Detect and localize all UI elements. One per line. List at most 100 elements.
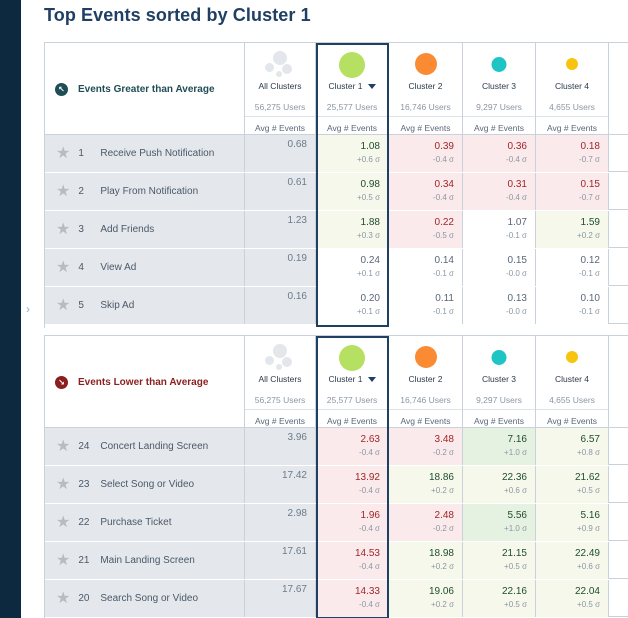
column-header-cluster-4[interactable]: Cluster 4 4,655 Users Avg # Events	[536, 336, 609, 428]
cell-value: 22.36	[501, 472, 527, 483]
event-label: ★ 21 Main Landing Screen	[45, 542, 245, 579]
table-row[interactable]: ★ 1 Receive Push Notification 0.68 1.08 +0.6 …	[45, 135, 628, 172]
column-metric: Avg # Events	[255, 123, 305, 133]
cluster-2-cell: 0.14 -0.1 σ	[389, 249, 463, 286]
all-clusters-cell: 17.42	[245, 466, 316, 503]
cell-sigma: +1.0 σ	[504, 448, 527, 457]
column-header-cluster-2[interactable]: Cluster 2 16,746 Users Avg # Events	[389, 43, 463, 135]
cell-sigma: -0.2 σ	[433, 448, 454, 457]
table-row[interactable]: ★ 5 Skip Ad 0.16 0.20 +0.1 σ 0.11 -0.1 σ 0.13 -0.…	[45, 287, 628, 324]
cell-sigma: -0.4 σ	[359, 600, 380, 609]
cell-sigma: +0.5 σ	[577, 600, 600, 609]
cluster-2-cell: 18.98 +0.2 σ	[389, 542, 463, 579]
column-header-cluster-4[interactable]: Cluster 4 4,655 Users Avg # Events	[536, 43, 609, 135]
cell-value: 2.63	[360, 434, 380, 445]
chevron-right-icon[interactable]: ›	[26, 302, 30, 316]
column-users: 4,655 Users	[536, 102, 608, 117]
column-users: 56,275 Users	[245, 102, 315, 117]
event-rank: 2	[78, 186, 84, 197]
table-row[interactable]: ★ 22 Purchase Ticket 2.98 1.96 -0.4 σ 2.48 -0.2…	[45, 504, 628, 541]
all-clusters-cell: 17.61	[245, 542, 316, 579]
column-header-cluster-3[interactable]: Cluster 3 9,297 Users Avg # Events	[463, 43, 536, 135]
event-label: ★ 2 Play From Notification	[45, 173, 245, 210]
cluster-1-cell: 13.92 -0.4 σ	[316, 466, 389, 503]
all-clusters-cell: 17.67	[245, 580, 316, 617]
table-row[interactable]: ★ 23 Select Song or Video 17.42 13.92 -0.4 σ 1…	[45, 466, 628, 503]
cell-sigma: -0.1 σ	[579, 269, 600, 278]
table-row[interactable]: ★ 2 Play From Notification 0.61 0.98 +0.5 σ 0.…	[45, 173, 628, 210]
cluster-4-cell: 0.10 -0.1 σ	[536, 287, 609, 324]
column-header-all-clusters[interactable]: All Clusters 56,275 Users Avg # Events	[245, 336, 316, 428]
cell-value: 22.04	[574, 586, 600, 597]
column-header-cluster-3[interactable]: Cluster 3 9,297 Users Avg # Events	[463, 336, 536, 428]
column-header-all-clusters[interactable]: All Clusters 56,275 Users Avg # Events	[245, 43, 316, 135]
section-label-text: Events Lower than Average	[78, 376, 209, 388]
cell-sigma: -0.1 σ	[433, 269, 454, 278]
cluster-1-cell: 0.20 +0.1 σ	[316, 287, 389, 324]
event-name: Search Song or Video	[100, 593, 199, 604]
cell-value: 0.16	[287, 291, 307, 302]
cluster-1-cell: 1.88 +0.3 σ	[316, 211, 389, 248]
event-name: Purchase Ticket	[100, 517, 172, 528]
table-row[interactable]: ★ 4 View Ad 0.19 0.24 +0.1 σ 0.14 -0.1 σ 0.15 -0.…	[45, 249, 628, 286]
all-clusters-cell: 3.96	[245, 428, 316, 465]
star-icon[interactable]: ★	[56, 258, 71, 276]
cell-value: 0.24	[360, 255, 380, 266]
column-metric: Avg # Events	[474, 123, 524, 133]
cell-value: 18.86	[428, 472, 454, 483]
table-row[interactable]: ★ 21 Main Landing Screen 17.61 14.53 -0.4 σ 18…	[45, 542, 628, 579]
cluster-3-cell: 0.13 -0.0 σ	[463, 287, 536, 324]
event-label: ★ 23 Select Song or Video	[45, 466, 245, 503]
left-rail	[0, 0, 21, 618]
column-metric: Avg # Events	[400, 416, 451, 426]
star-icon[interactable]: ★	[56, 475, 71, 493]
star-icon[interactable]: ★	[56, 551, 71, 569]
cell-value: 1.08	[360, 141, 380, 152]
column-name: Cluster 3	[481, 81, 516, 91]
event-label: ★ 3 Add Friends	[45, 211, 245, 248]
sort-caret-icon[interactable]	[367, 377, 376, 383]
table-row[interactable]: ★ 3 Add Friends 1.23 1.88 +0.3 σ 0.22 -0.5 σ 1.0…	[45, 211, 628, 248]
column-header-cluster-1[interactable]: Cluster 1 25,577 Users Avg # Events	[316, 336, 389, 428]
event-name: Select Song or Video	[100, 479, 195, 490]
star-icon[interactable]: ★	[56, 589, 71, 607]
cluster-2-dot-icon	[414, 53, 437, 75]
column-name: Cluster 4	[554, 81, 589, 91]
cell-value: 0.20	[360, 293, 380, 304]
cluster-3-dot-icon	[491, 57, 507, 72]
cell-value: 0.15	[580, 179, 600, 190]
event-label: ★ 22 Purchase Ticket	[45, 504, 245, 541]
cell-sigma: +0.2 σ	[431, 600, 454, 609]
star-icon[interactable]: ★	[56, 220, 71, 238]
star-icon[interactable]: ★	[56, 296, 71, 314]
section-label: ↘ Events Lower than Average	[45, 336, 245, 428]
events-greater-panel: ↖ Events Greater than Average All Cluste…	[44, 42, 628, 328]
table-row[interactable]: ★ 24 Concert Landing Screen 3.96 2.63 -0.4 σ 3…	[45, 428, 628, 465]
cluster-4-cell: 0.18 -0.7 σ	[536, 135, 609, 172]
column-name: Cluster 4	[554, 374, 589, 384]
column-name: All Clusters	[258, 81, 302, 91]
page-title: Top Events sorted by Cluster 1	[44, 5, 311, 25]
column-metric: Avg # Events	[255, 416, 305, 426]
cell-value: 0.36	[507, 141, 527, 152]
cell-sigma: +0.5 σ	[357, 193, 380, 202]
event-rank: 1	[78, 148, 84, 159]
cell-value: 2.98	[287, 508, 307, 519]
cluster-3-cell: 5.56 +1.0 σ	[463, 504, 536, 541]
star-icon[interactable]: ★	[56, 182, 71, 200]
column-header-cluster-2[interactable]: Cluster 2 16,746 Users Avg # Events	[389, 336, 463, 428]
column-header-cluster-1[interactable]: Cluster 1 25,577 Users Avg # Events	[316, 43, 389, 135]
column-metric: Avg # Events	[327, 416, 377, 426]
star-icon[interactable]: ★	[56, 144, 71, 162]
cell-value: 0.11	[435, 293, 454, 304]
star-icon[interactable]: ★	[56, 513, 71, 531]
cell-value: 1.96	[360, 510, 380, 521]
cluster-4-dot-icon	[566, 58, 578, 70]
sort-caret-icon[interactable]	[367, 84, 376, 90]
cluster-4-cell: 0.15 -0.7 σ	[536, 173, 609, 210]
section-label-text: Events Greater than Average	[78, 83, 215, 95]
all-clusters-cell: 2.98	[245, 504, 316, 541]
cell-value: 0.13	[507, 293, 527, 304]
star-icon[interactable]: ★	[56, 437, 71, 455]
